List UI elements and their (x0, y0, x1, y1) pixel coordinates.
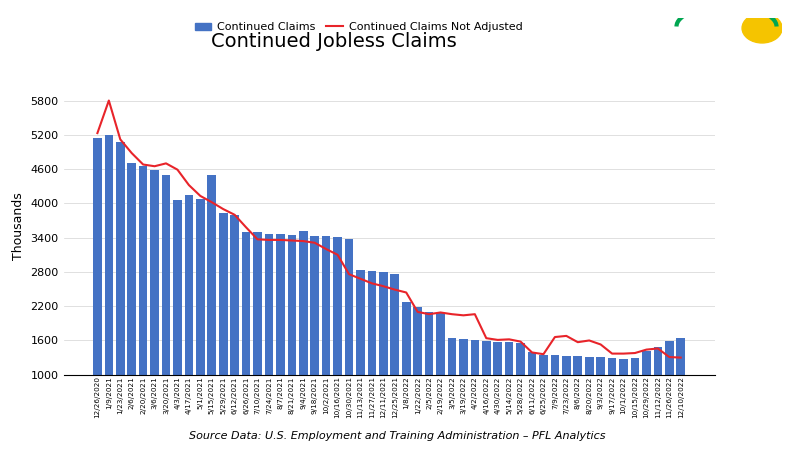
Bar (459, 339, 468, 432)
Bar (93, 138, 102, 432)
Bar (436, 313, 445, 432)
Text: pfl: pfl (710, 45, 743, 65)
Bar (287, 235, 296, 432)
Bar (379, 272, 387, 432)
Bar (516, 343, 525, 432)
Bar (642, 351, 651, 432)
Bar (242, 232, 250, 432)
Bar (505, 342, 514, 432)
Bar (539, 356, 548, 432)
Bar (219, 213, 228, 432)
Bar (630, 357, 639, 432)
Bar (448, 338, 457, 432)
Bar (310, 236, 319, 432)
Bar (276, 234, 285, 432)
Bar (550, 356, 559, 432)
Bar (471, 340, 479, 432)
Bar (196, 199, 205, 432)
Bar (127, 163, 136, 432)
Y-axis label: Thousands: Thousands (12, 192, 25, 260)
Bar (322, 236, 330, 432)
Bar (299, 231, 307, 432)
Bar (116, 142, 125, 432)
Bar (391, 274, 399, 432)
Bar (596, 357, 605, 432)
Bar (253, 233, 262, 432)
Bar (105, 135, 113, 432)
Bar (185, 195, 193, 432)
Bar (482, 341, 491, 432)
Bar (414, 307, 422, 432)
Bar (357, 270, 364, 432)
Bar (264, 234, 273, 432)
Bar (230, 215, 239, 432)
Bar (402, 302, 410, 432)
Text: Continued Jobless Claims: Continued Jobless Claims (210, 32, 457, 51)
Text: Source Data: U.S. Employment and Training Administration – PFL Analytics: Source Data: U.S. Employment and Trainin… (189, 430, 605, 441)
Bar (493, 342, 502, 432)
Bar (528, 352, 536, 432)
Bar (619, 359, 628, 432)
Bar (207, 175, 216, 432)
Bar (150, 170, 159, 432)
Bar (585, 357, 593, 432)
Bar (607, 358, 616, 432)
Bar (573, 356, 582, 432)
Bar (676, 338, 685, 432)
Bar (562, 356, 571, 432)
Bar (425, 312, 434, 432)
Bar (173, 200, 182, 432)
Circle shape (742, 13, 782, 43)
Bar (653, 347, 662, 432)
Bar (368, 271, 376, 432)
Bar (665, 341, 673, 432)
Legend: Continued Claims, Continued Claims Not Adjusted: Continued Claims, Continued Claims Not A… (191, 18, 526, 37)
Text: RELENTLESS SERVICE: RELENTLESS SERVICE (697, 86, 756, 90)
Bar (139, 166, 148, 432)
Bar (162, 175, 171, 432)
Bar (333, 237, 342, 432)
Bar (345, 239, 353, 432)
